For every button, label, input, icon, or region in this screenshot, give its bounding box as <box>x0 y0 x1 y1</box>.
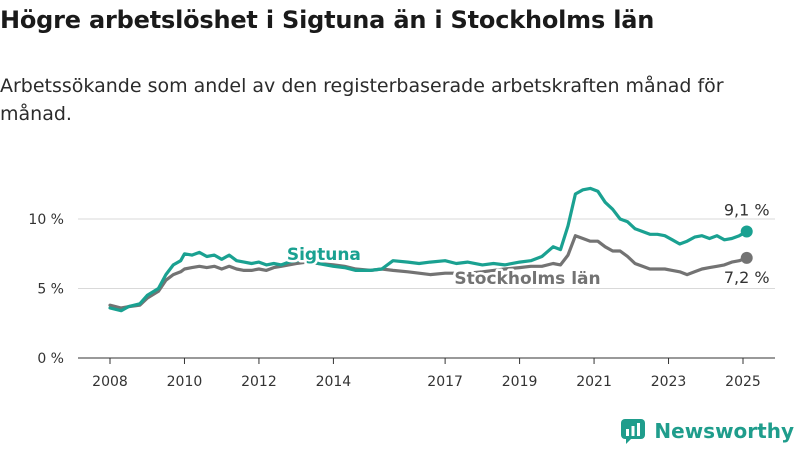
x-tick-label-2008: 2008 <box>92 374 128 390</box>
chart-subtitle: Arbetssökande som andel av den registerb… <box>0 75 724 125</box>
y-tick-label-5: 5 % <box>37 282 64 298</box>
y-tick-label-0: 0 % <box>37 351 64 367</box>
x-tick-label-2019: 2019 <box>502 374 538 390</box>
stockholm-end-point <box>740 251 753 264</box>
newsworthy-logo-text: Newsworthy <box>654 419 794 443</box>
series-stockholm <box>108 234 753 310</box>
sigtuna-series-label: Sigtuna <box>287 245 361 265</box>
x-tick-label-2025: 2025 <box>725 374 761 390</box>
y-tick-labels: 0 % 5 % 10 % <box>28 212 64 367</box>
sigtuna-end-point <box>740 225 753 238</box>
x-tick-label-2010: 2010 <box>167 374 203 390</box>
series-sigtuna <box>108 186 753 313</box>
x-axis: 2008 2010 2012 2014 2017 2019 2021 2023 2025 <box>78 357 775 390</box>
stockholm-line <box>108 234 749 310</box>
stockholm-series-label: Stockholms län <box>454 269 600 289</box>
x-tick-label-2012: 2012 <box>241 374 277 390</box>
x-tick-label-2017: 2017 <box>427 374 463 390</box>
stockholm-end-value: 7,2 % <box>724 268 770 287</box>
x-tick-label-2014: 2014 <box>316 374 352 390</box>
sigtuna-end-value: 9,1 % <box>724 201 770 220</box>
newsworthy-logo-icon <box>621 419 646 444</box>
x-tick-label-2023: 2023 <box>651 374 687 390</box>
stockholm-series-label-halo: Stockholms län <box>454 269 600 289</box>
chart-title: Högre arbetslöshet i Sigtuna än i Stockh… <box>0 6 655 34</box>
newsworthy-logo: Newsworthy <box>620 418 794 444</box>
sigtuna-series-label-halo: Sigtuna <box>287 245 361 265</box>
x-tick-label-2021: 2021 <box>576 374 612 390</box>
sigtuna-line <box>108 186 749 313</box>
y-tick-label-10: 10 % <box>28 212 64 228</box>
